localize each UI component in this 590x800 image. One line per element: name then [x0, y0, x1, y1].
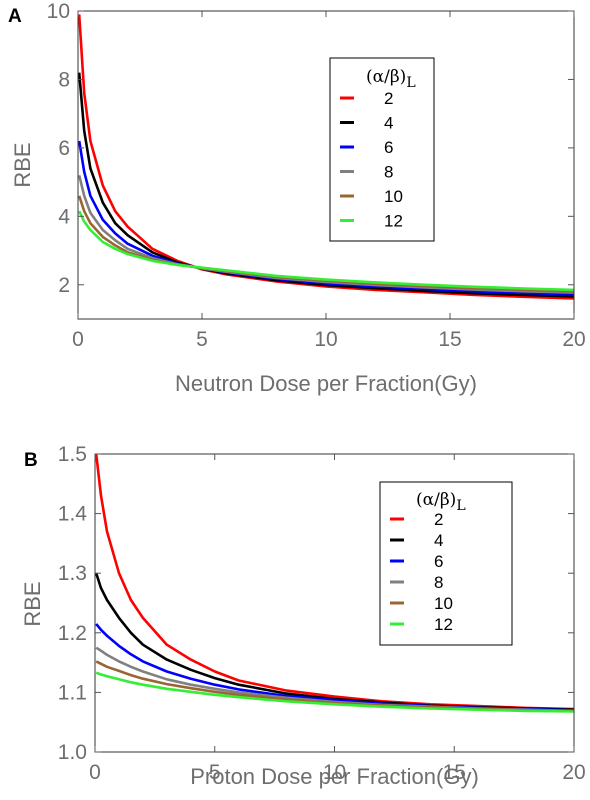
legend-label-2: 2: [384, 89, 393, 108]
legend-label-12: 12: [384, 212, 403, 231]
legend-label-8: 8: [434, 573, 443, 592]
chart-panel-b: B 0 5 10 15 20 1.0 1.1 1.2 1.3 1.4 1.5 Proton Dose p…: [20, 443, 586, 789]
series-line-4: [78, 72, 574, 298]
y-axis-title: RBE: [20, 581, 45, 626]
x-tick-label: 10: [323, 761, 346, 784]
legend-label-4: 4: [384, 114, 393, 133]
legend-label-6: 6: [434, 552, 443, 571]
x-tick-label: 15: [438, 328, 461, 351]
series-line-6: [78, 140, 574, 296]
legend-label-10: 10: [384, 187, 403, 206]
legend-label-8: 8: [384, 163, 393, 182]
y-tick-label: 1.5: [58, 443, 87, 466]
x-tick-label: 10: [314, 328, 337, 351]
legend-box: [329, 57, 435, 242]
x-tick-label: 0: [89, 761, 101, 784]
x-axis-title: Neutron Dose per Fraction(Gy): [175, 371, 477, 396]
legend-label-12: 12: [434, 615, 453, 634]
series-line-10: [78, 195, 574, 293]
y-tick-label: 1.1: [58, 681, 87, 704]
legend-label-4: 4: [434, 531, 443, 550]
series-line-12: [78, 210, 574, 292]
series-lines: [78, 14, 574, 300]
legend-label-10: 10: [434, 594, 453, 613]
x-axis-title: Proton Dose per Fraction(Gy): [190, 764, 479, 789]
panel-label: A: [8, 6, 22, 27]
series-lines: [95, 454, 574, 713]
y-axis-title: RBE: [10, 142, 35, 187]
y-tick-label: 8: [58, 68, 70, 91]
y-tick-label: 1.2: [58, 622, 87, 645]
y-tick-label: 1.4: [58, 503, 88, 526]
x-tick-label: 5: [196, 328, 208, 351]
y-tick-label: 4: [58, 205, 70, 228]
panel-label: B: [24, 450, 38, 471]
x-tick-label: 5: [209, 761, 221, 784]
chart-panel-a: A 0 5 10 15 20 2 4 6 8 10 Neutron Dose per Fraction…: [8, 0, 586, 396]
series-line-12: [95, 671, 574, 713]
legend-label-6: 6: [384, 138, 393, 157]
y-tick-label: 10: [47, 0, 70, 23]
y-tick-label: 1.3: [58, 562, 87, 585]
x-tick-label: 20: [562, 761, 585, 784]
y-tick-label: 2: [58, 274, 70, 297]
legend-label-2: 2: [434, 510, 443, 529]
series-line-8: [95, 646, 574, 713]
series-line-8: [78, 174, 574, 294]
x-tick-label: 20: [562, 328, 585, 351]
x-tick-label: 0: [72, 328, 84, 351]
y-tick-label: 6: [58, 137, 70, 160]
y-tick-label: 1.0: [58, 741, 87, 764]
x-tick-label: 15: [443, 761, 466, 784]
plot-frame: [77, 10, 575, 320]
legend-box: [379, 481, 513, 646]
